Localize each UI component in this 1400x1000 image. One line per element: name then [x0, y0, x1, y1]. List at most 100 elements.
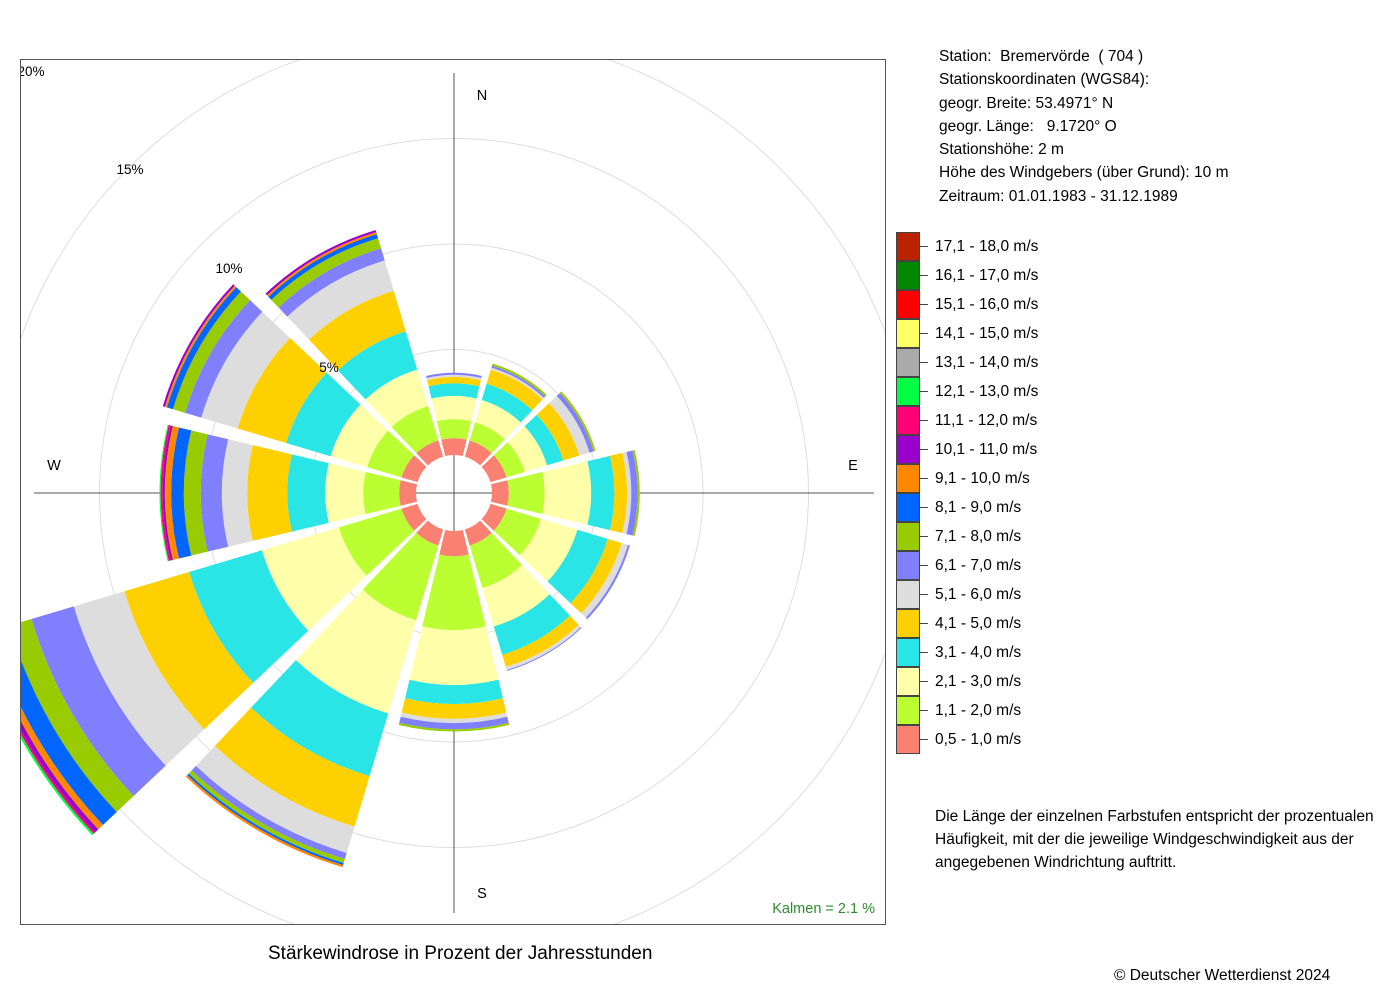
legend-label: 16,1 - 17,0 m/s: [935, 267, 1039, 284]
legend-swatch: [896, 464, 920, 493]
station-coordinates-heading: Stationskoordinaten (WGS84):: [939, 71, 1150, 89]
wedge-240-class-2: [338, 508, 415, 576]
wedge-270-class-2: [363, 471, 401, 515]
wedge-0-class-3: [431, 395, 477, 422]
wedge-0-class-2: [436, 419, 472, 440]
wedge-60-class-8: [559, 391, 596, 452]
legend-item: 2,1 - 3,0 m/s: [896, 667, 1096, 696]
legend-swatch: [896, 406, 920, 435]
wedge-90-class-7: [626, 450, 638, 536]
explanation-note: Die Länge der einzelnen Farbstufen entsp…: [935, 808, 1374, 871]
wedge-270-class-3: [325, 463, 366, 523]
wedge-300-class-9: [166, 287, 241, 410]
wedge-300-class-8: [172, 291, 251, 413]
wedge-330-class-8: [271, 238, 382, 308]
legend-tick: [920, 710, 928, 711]
legend-tick: [920, 565, 928, 566]
legend-label: 14,1 - 15,0 m/s: [935, 325, 1039, 342]
legend-tick: [920, 362, 928, 363]
wedge-300-class-4: [286, 372, 361, 457]
legend-label: 15,1 - 16,0 m/s: [935, 296, 1039, 313]
legend-tick: [920, 739, 928, 740]
radial-tick-label-20: 20%: [21, 64, 45, 79]
legend-swatch: [896, 638, 920, 667]
wedge-210-class-1: [416, 520, 444, 546]
wedge-180-class-6: [400, 712, 508, 724]
legend-swatch: [896, 580, 920, 609]
wedge-210-class-7: [191, 765, 347, 860]
wedge-30-class-5: [486, 369, 543, 411]
wedge-330-class-7: [278, 248, 385, 317]
legend-swatch: [896, 551, 920, 580]
legend-label: 12,1 - 13,0 m/s: [935, 383, 1039, 400]
wedge-150-class-4: [493, 594, 570, 655]
wedge-30-class-2: [469, 422, 505, 454]
wedge-330-class-6: [287, 260, 394, 340]
legend-tick: [920, 304, 928, 305]
legend-item: 0,5 - 1,0 m/s: [896, 725, 1096, 754]
station-elevation: Stationshöhe: 2 m: [939, 141, 1064, 159]
chart-caption: Stärkewindrose in Prozent der Jahresstun…: [268, 943, 653, 964]
wedge-240-class-10: [21, 707, 103, 830]
wedge-330-class-5: [309, 290, 406, 371]
compass-label-n: N: [477, 88, 487, 104]
wedge-90-class-5: [610, 452, 628, 534]
wedge-60-class-1: [481, 455, 507, 483]
legend-tick: [920, 652, 928, 653]
wedge-270-class-6: [221, 439, 253, 547]
legend-tick: [920, 536, 928, 537]
legend-swatch: [896, 232, 920, 261]
legend-item: 4,1 - 5,0 m/s: [896, 609, 1096, 638]
wedge-30-class-6: [490, 367, 544, 400]
wedge-240-class-1: [401, 503, 427, 531]
wind-rose-chart: 5% 10% 15% 20% N E S W Kalmen = 2.1 %: [21, 60, 885, 924]
wedge-330-class-3: [365, 369, 429, 428]
legend-tick: [920, 391, 928, 392]
wedge-0-class-1: [441, 438, 467, 457]
wedge-270-class-11: [162, 425, 173, 561]
wedge-240-class-4: [189, 550, 309, 683]
legend-swatch: [896, 522, 920, 551]
radial-tick-label-5: 5%: [319, 360, 339, 375]
wedge-240-class-8: [21, 618, 134, 812]
wedge-120-class-2: [493, 508, 541, 556]
legend-tick: [920, 246, 928, 247]
legend-tick: [920, 333, 928, 334]
wedge-330-class-2: [391, 406, 439, 454]
anemometer-height: Höhe des Windgebers (über Grund): 10 m: [939, 164, 1229, 182]
legend-label: 17,1 - 18,0 m/s: [935, 238, 1039, 255]
time-period: Zeitraum: 01.01.1983 - 31.12.1989: [939, 187, 1178, 205]
legend-item: 12,1 - 13,0 m/s: [896, 377, 1096, 406]
wedge-60-class-7: [556, 392, 594, 453]
legend-item: 11,1 - 12,0 m/s: [896, 406, 1096, 435]
legend-label: 9,1 - 10,0 m/s: [935, 470, 1030, 487]
wedge-300-class-2: [367, 430, 415, 478]
legend-label: 8,1 - 9,0 m/s: [935, 499, 1022, 516]
legend-tick: [920, 594, 928, 595]
wedge-150-class-1: [464, 520, 492, 546]
legend-label: 5,1 - 6,0 m/s: [935, 586, 1022, 603]
wedge-120-class-6: [581, 543, 628, 618]
legend-item: 8,1 - 9,0 m/s: [896, 493, 1096, 522]
wedge-120-class-4: [547, 529, 608, 604]
legend-item: 1,1 - 2,0 m/s: [896, 696, 1096, 725]
wedge-0-class-5: [427, 376, 481, 387]
legend-swatch: [896, 667, 920, 696]
legend-swatch: [896, 319, 920, 348]
wedge-270-class-5: [247, 445, 292, 541]
wedge-270-class-12: [160, 425, 171, 561]
wedge-180-class-8: [398, 722, 510, 732]
station-longitude: geogr. Länge: 9.1720° O: [939, 117, 1117, 135]
wedge-90-class-3: [542, 461, 592, 525]
wedge-270-class-13: [159, 424, 169, 562]
legend-label: 11,1 - 12,0 m/s: [935, 412, 1038, 429]
legend-label: 7,1 - 8,0 m/s: [935, 528, 1022, 545]
wedge-0-class-6: [426, 374, 482, 381]
wedge-90-class-2: [507, 471, 545, 515]
legend-swatch: [896, 435, 920, 464]
wind-rose-plot: 5% 10% 15% 20% N E S W Kalmen = 2.1 %: [20, 59, 886, 925]
wedge-90-class-8: [632, 449, 640, 537]
wedge-210-class-4: [251, 660, 389, 777]
wedge-60-class-5: [536, 403, 580, 461]
wedge-180-class-2: [422, 554, 486, 631]
